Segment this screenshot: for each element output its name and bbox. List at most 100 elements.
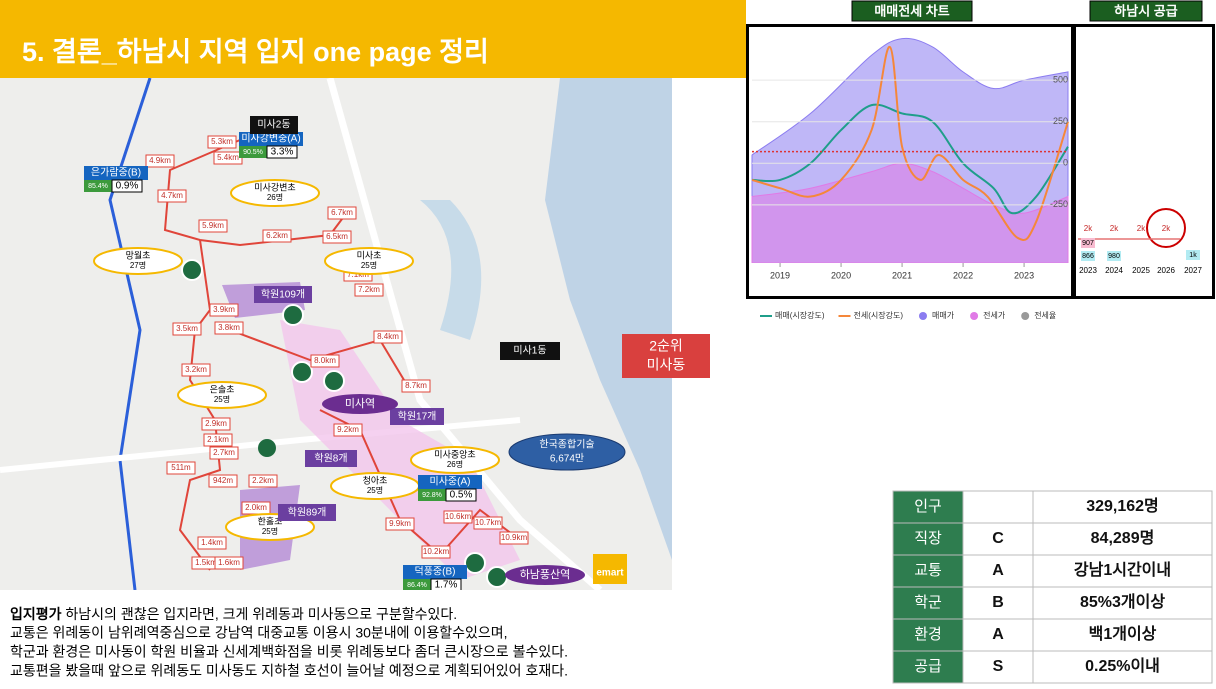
school-name: 은솔초 bbox=[210, 384, 235, 394]
distance-label: 1.5km bbox=[195, 558, 217, 567]
academy-box bbox=[254, 286, 312, 303]
school-ellipse bbox=[324, 247, 414, 275]
distance-label: 4.7km bbox=[161, 191, 183, 200]
distance-box bbox=[443, 510, 473, 524]
distance-box bbox=[421, 545, 451, 559]
x-tick-label: 2019 bbox=[770, 270, 790, 280]
distance-box bbox=[145, 154, 175, 168]
academy-box bbox=[305, 450, 357, 467]
x-tick-label: 2023 bbox=[1014, 270, 1034, 280]
distance-label: 2.7km bbox=[213, 448, 235, 457]
supply-top-label: 2k bbox=[1137, 224, 1146, 233]
distance-label: 8.7km bbox=[405, 381, 427, 390]
supply-year: 2027 bbox=[1184, 266, 1202, 275]
x-tick-label: 2021 bbox=[892, 270, 912, 280]
company-ellipse bbox=[508, 433, 626, 471]
legend-label: 매매(시장강도) bbox=[775, 310, 825, 320]
distance-label: 1.4km bbox=[201, 538, 223, 547]
legend-label: 매매가 bbox=[932, 311, 955, 320]
school-ellipse bbox=[177, 381, 267, 409]
distance-label: 6.7km bbox=[331, 208, 353, 217]
legend-swatch bbox=[970, 312, 979, 320]
distance-box bbox=[214, 321, 244, 335]
badge-rank: 2순위 bbox=[649, 338, 683, 354]
table-cell bbox=[892, 650, 964, 684]
table-text: A bbox=[992, 562, 1004, 579]
school-count: 27명 bbox=[130, 260, 146, 270]
table-cell bbox=[962, 586, 1034, 620]
distance-box bbox=[354, 283, 384, 297]
badge-area: 미사동 bbox=[647, 357, 686, 373]
starbucks-icon bbox=[464, 552, 486, 574]
title: 5. 결론_하남시 지역 입지 one page 정리 bbox=[22, 37, 489, 67]
supply-top-label: 2k bbox=[1110, 224, 1119, 233]
company-name: 한국종합기술 bbox=[539, 439, 594, 451]
distance-label: 2.2km bbox=[252, 476, 274, 485]
share-box bbox=[111, 179, 143, 193]
supply-year: 2023 bbox=[1079, 266, 1097, 275]
middle-school-name: 은가람중(B) bbox=[91, 166, 141, 179]
distance-label: 3.5km bbox=[176, 324, 198, 333]
school-count: 26명 bbox=[267, 192, 283, 202]
summary-line: 교통은 위례동이 남위례역중심으로 강남역 대중교통 이용시 30분내에 이용할… bbox=[10, 625, 508, 641]
rate: 92.8% bbox=[422, 492, 442, 499]
table-cell bbox=[1032, 618, 1213, 652]
school-count: 25명 bbox=[214, 394, 230, 404]
table-cell bbox=[892, 490, 964, 524]
y-tick-label: -250 bbox=[1050, 199, 1068, 209]
supply-top-label: 2k bbox=[1084, 224, 1093, 233]
distance-box bbox=[197, 536, 227, 550]
share: 0.5% bbox=[450, 490, 473, 501]
distance-box bbox=[201, 417, 231, 431]
distance-label: 1.6km bbox=[218, 558, 240, 567]
table-text: 강남1시간이내 bbox=[1074, 561, 1171, 579]
supply-tab-label: 하남시 공급 bbox=[1114, 3, 1177, 18]
school-ellipse bbox=[230, 179, 320, 207]
distance-label: 2.9km bbox=[205, 419, 227, 428]
supply-bar-label: 980 bbox=[1108, 253, 1120, 260]
table-cell bbox=[1032, 586, 1213, 620]
middle-school-box bbox=[418, 475, 482, 489]
school-count: 25명 bbox=[367, 485, 383, 495]
supply-year: 2026 bbox=[1157, 266, 1175, 275]
line bbox=[751, 103, 1069, 215]
distance-label: 2.0km bbox=[245, 503, 267, 512]
rate-box bbox=[403, 579, 431, 590]
table-cell bbox=[892, 554, 964, 588]
starbucks-icon bbox=[291, 361, 313, 383]
middle-school-name: 미사강변중(A) bbox=[241, 133, 300, 145]
legend-swatch bbox=[919, 312, 927, 320]
distance-label: 10.6km bbox=[445, 512, 472, 521]
middle-school-box bbox=[239, 132, 303, 146]
rate-box bbox=[239, 146, 267, 158]
summary-line: 교통편을 봤을때 앞으로 위례동도 미사동도 지하철 호선이 늘어날 예정으로 … bbox=[10, 663, 568, 679]
badge bbox=[622, 334, 710, 378]
distance-label: 5.3km bbox=[211, 137, 233, 146]
distance-box bbox=[327, 206, 357, 220]
distance-box bbox=[499, 531, 529, 545]
middle-school-box bbox=[403, 565, 467, 579]
distance-box bbox=[401, 379, 431, 393]
x-tick-label: 2020 bbox=[831, 270, 851, 280]
starbucks-icon bbox=[486, 566, 508, 588]
summary-line: 학군과 환경은 미사동이 학원 비율과 신세계백화점을 비롯 위례동보다 좀더 … bbox=[10, 644, 568, 660]
table-cell bbox=[892, 522, 964, 556]
table-cell bbox=[1032, 522, 1213, 556]
distance-box bbox=[208, 474, 238, 488]
distance-box bbox=[203, 433, 233, 447]
share: 1.7% bbox=[435, 580, 458, 591]
school-name: 미사중앙초 bbox=[434, 448, 475, 459]
supply-tab bbox=[1089, 0, 1203, 22]
academy-label: 학원17개 bbox=[398, 411, 437, 423]
summary-lead: 입지평가 bbox=[10, 606, 62, 622]
summary-line: 입지평가 하남시의 괜찮은 입지라면, 크게 위례동과 미사동으로 구분할수있다… bbox=[10, 606, 457, 622]
table-cell bbox=[962, 618, 1034, 652]
share: 0.9% bbox=[116, 181, 139, 192]
mart-label: emart bbox=[596, 568, 624, 579]
distance-box bbox=[157, 189, 187, 203]
supply-bar-label: 907 bbox=[1082, 240, 1094, 247]
school-ellipse bbox=[410, 446, 500, 474]
distance-label: 6.5km bbox=[326, 232, 348, 241]
table-text: B bbox=[992, 594, 1004, 611]
table-text: C bbox=[992, 530, 1004, 547]
